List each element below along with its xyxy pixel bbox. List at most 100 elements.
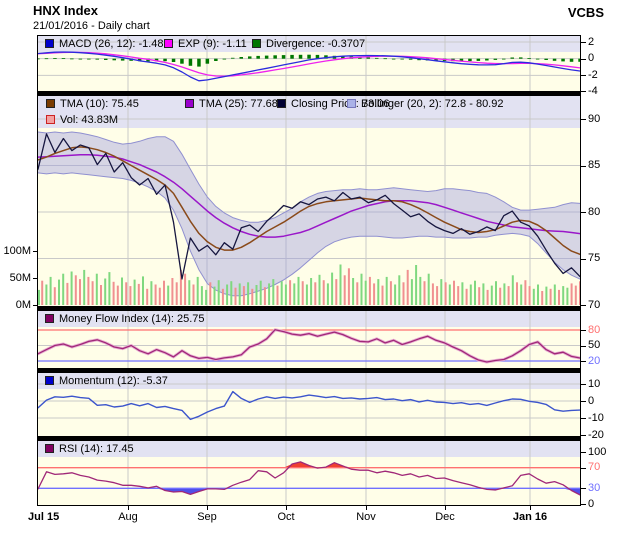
divergence-bar	[493, 58, 498, 60]
volume-bar	[95, 273, 98, 305]
y-axis-tick-label: 20	[588, 354, 601, 367]
volume-bar	[62, 273, 65, 305]
volume-bar	[503, 283, 506, 305]
volume-bar	[301, 281, 304, 305]
axis-tick	[581, 59, 586, 60]
volume-bar	[116, 285, 119, 305]
volume-bar	[209, 282, 212, 305]
volume-bar	[167, 285, 170, 305]
volume-bar	[549, 288, 552, 305]
volume-bar	[121, 277, 123, 305]
volume-bar	[373, 283, 376, 305]
rsi-line	[38, 461, 580, 496]
axis-tick	[128, 506, 129, 510]
volume-bar	[45, 284, 48, 305]
volume-bar	[427, 273, 430, 305]
legend-mfi: Money Flow Index (14): 25.75	[45, 311, 205, 327]
axis-tick	[530, 506, 531, 510]
axis-tick	[581, 119, 586, 120]
legend-bollinger: Bollinger (20, 2): 72.8 - 80.92	[347, 96, 503, 112]
divergence-bar	[434, 58, 438, 61]
volume-bar	[137, 283, 140, 305]
momentum-line	[38, 390, 580, 421]
volume-bar	[507, 286, 510, 305]
panel-separator	[37, 437, 581, 440]
divergence-bar	[104, 58, 108, 60]
axis-tick	[581, 504, 586, 505]
panel-separator	[37, 92, 581, 95]
volume-bar	[205, 289, 208, 305]
divergence-bar	[417, 58, 421, 61]
volume-bar	[520, 284, 523, 305]
volume-bar	[284, 284, 287, 305]
momentum-swatch-icon	[45, 376, 54, 385]
legend-label: Momentum (12): -5.37	[59, 375, 168, 387]
rsi-oversold-fill	[38, 488, 580, 495]
divergence-bar	[256, 55, 260, 59]
volume-bar	[200, 286, 203, 305]
volume-bar	[234, 287, 237, 305]
volume-bar	[142, 276, 144, 305]
volume-bar	[322, 280, 325, 305]
volume-bar	[574, 285, 577, 305]
divergence-bar	[375, 57, 379, 59]
volume-bar	[188, 280, 191, 305]
divergence-bar	[78, 58, 83, 60]
volume-bar	[335, 279, 338, 305]
divergence-bar	[163, 58, 167, 62]
volume-bar	[343, 275, 346, 305]
volume-bar	[419, 276, 422, 305]
y-axis-tick-label: 2	[588, 35, 595, 48]
volume-bar	[339, 264, 342, 305]
page-title: HNX Index	[33, 3, 99, 18]
divergence-bar	[391, 58, 396, 60]
volume-bar	[305, 284, 308, 305]
y-axis-tick-label: 80	[588, 205, 601, 218]
tma25-line	[38, 154, 580, 238]
volume-bar	[70, 271, 73, 305]
legend-label: Divergence: -0.3707	[266, 38, 366, 50]
volume-bar	[74, 275, 77, 305]
y-axis-tick-label: 70	[588, 298, 601, 311]
panel-price	[37, 95, 581, 307]
price-plot	[38, 96, 580, 306]
volume-bar	[402, 282, 405, 305]
y-axis-tick-label: 70	[588, 461, 601, 474]
close-swatch-icon	[277, 99, 286, 108]
divergence-bar	[154, 58, 159, 62]
volume-bar	[230, 281, 233, 305]
panel-momentum	[37, 372, 581, 437]
volume-bar	[482, 283, 485, 305]
volume-bar	[545, 286, 548, 305]
divergence-bar	[400, 58, 404, 60]
legend-vol: Vol: 43.83M	[46, 112, 118, 128]
legend-exp: EXP (9): -1.11	[164, 36, 247, 52]
divergence-bar	[188, 58, 193, 66]
volume-bar	[486, 289, 489, 305]
divergence-bar	[61, 58, 66, 59]
legend-label: TMA (10): 75.45	[60, 98, 139, 110]
volume-bar	[259, 280, 262, 305]
volume-bar	[272, 279, 275, 305]
divergence-bar	[408, 58, 413, 60]
volume-bar	[394, 284, 397, 305]
legend-label: TMA (25): 77.68	[199, 98, 278, 110]
volume-bar	[133, 279, 136, 305]
volume-bar	[461, 282, 464, 305]
volume-bar	[280, 281, 283, 305]
volume-bar	[490, 285, 493, 305]
legend-label: Vol: 43.83M	[60, 114, 119, 126]
volume-bar	[179, 269, 182, 305]
mfi-plot	[38, 311, 580, 368]
axis-tick	[581, 305, 586, 306]
volume-bar	[154, 284, 157, 305]
volume-bar	[448, 284, 451, 305]
bollinger-swatch-icon	[347, 99, 356, 108]
volume-bar	[41, 280, 44, 305]
divergence-bar	[180, 58, 184, 64]
volume-bar	[108, 272, 111, 305]
y-axis-tick-label: 10	[588, 377, 601, 390]
vol-swatch-icon	[46, 115, 55, 124]
divergence-bar	[544, 58, 548, 60]
volume-bar	[87, 276, 90, 305]
